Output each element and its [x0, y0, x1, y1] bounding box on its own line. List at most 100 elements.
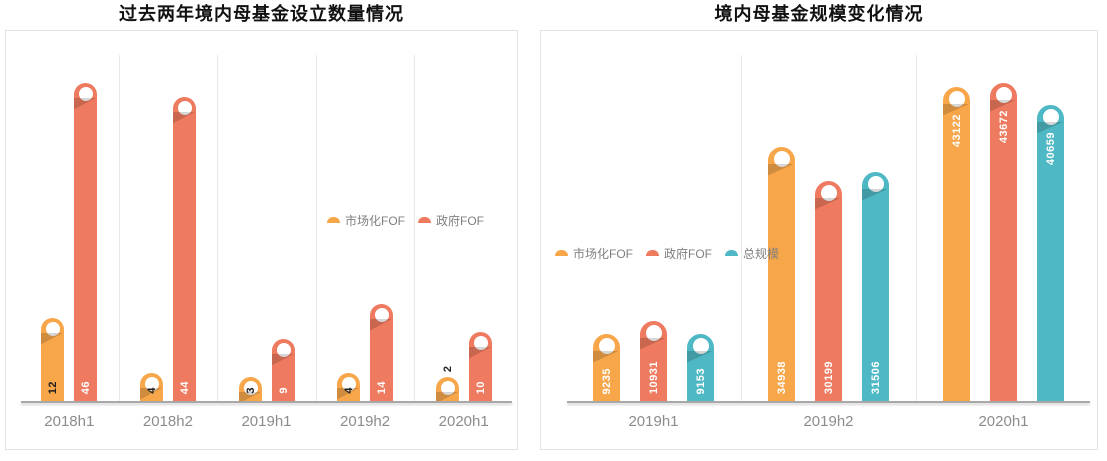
bar: 9 [272, 339, 295, 401]
bar-pin-hole [948, 91, 965, 107]
gridline-separator [316, 55, 317, 401]
bar-pin-shadow [593, 351, 620, 363]
bar: 10931 [640, 321, 667, 401]
gridline-separator [741, 55, 742, 401]
plot-area: 9235 34938 43122 10931 30199 43672 9153 31506 40… [566, 55, 1091, 401]
bar-pin-shadow [687, 351, 714, 363]
bar-value-label: 4 [145, 387, 158, 394]
bar: 10 [469, 332, 492, 401]
gridline-separator [916, 55, 917, 401]
chart-plot-panel: 9235 34938 43122 10931 30199 43672 9153 31506 40… [540, 30, 1098, 450]
x-axis-labels: 2018h1 2018h2 2019h1 2019h2 2020h1 [20, 413, 513, 430]
bar-value-label: 9 [277, 387, 290, 394]
bar-pin-shadow [990, 100, 1017, 112]
x-axis-line [567, 401, 1090, 403]
chart-panel-fund-count: 过去两年境内母基金设立数量情况 12 4 3 4 2 46 44 9 14 10 2018h1 20… [5, 2, 518, 450]
legend-item-label: 政府FOF [664, 247, 712, 261]
plot-area: 12 4 3 4 2 46 44 9 14 10 [20, 55, 513, 401]
x-axis-category-label: 2019h1 [241, 413, 292, 430]
bar-pin-shadow [140, 388, 163, 400]
legend-marker-icon [725, 249, 738, 256]
bar-pin-shadow [337, 388, 360, 400]
bar-value-label: 10931 [647, 360, 660, 394]
bar-pin-hole [645, 325, 662, 341]
bar: 9235 [593, 334, 620, 401]
bar-value-label: 43672 [997, 110, 1010, 144]
x-axis-category-label: 2018h2 [142, 413, 193, 430]
bar-pin-hole [867, 176, 884, 192]
bar-pin-shadow [768, 164, 795, 176]
bar-pin-shadow [640, 338, 667, 350]
bar-pin-shadow [41, 333, 64, 345]
bar-pin-shadow [862, 189, 889, 201]
x-axis-category-label: 2020h1 [438, 413, 489, 430]
bar-value-label: 46 [79, 380, 92, 394]
gridline-separator [217, 55, 218, 401]
bar-value-label: 44 [178, 380, 191, 394]
bar: 31506 [862, 172, 889, 401]
legend-item-label: 政府FOF [436, 214, 484, 228]
bar: 43672 [990, 83, 1017, 401]
bar-value-label: 3 [244, 387, 257, 394]
bar-pin-shadow [436, 392, 459, 401]
bar-pin-shadow [272, 354, 295, 366]
chart-title: 过去两年境内母基金设立数量情况 [119, 4, 404, 24]
bar-value-label: 30199 [822, 360, 835, 394]
legend-marker-icon [327, 216, 340, 223]
gridline-separator [119, 55, 120, 401]
legend-marker-icon [555, 249, 568, 256]
bar-pin-hole [341, 377, 356, 391]
legend-marker-icon [418, 216, 431, 223]
bar: 4 [140, 373, 163, 401]
legend: 市场化FOF 政府FOF 总规模 [555, 245, 792, 262]
bar-value-label: 9235 [600, 367, 613, 394]
x-axis-category-label: 2019h1 [628, 413, 679, 430]
bar: 12 [41, 318, 64, 401]
x-axis-labels: 2019h1 2019h2 2020h1 [566, 413, 1091, 430]
x-axis-category-label: 2019h2 [803, 413, 854, 430]
legend-item: 政府FOF [418, 212, 484, 229]
bar-pin-hole [144, 377, 159, 391]
bar-pin-hole [45, 322, 60, 336]
bar-value-label: 10 [474, 380, 487, 394]
bar: 14 [370, 304, 393, 401]
bar-value-label: 9153 [694, 367, 707, 394]
x-axis-category-label: 2018h1 [44, 413, 95, 430]
bar-value-label: 4 [342, 387, 355, 394]
bar-pin-shadow [815, 198, 842, 210]
bar: 9153 [687, 334, 714, 401]
legend-item-label: 市场化FOF [345, 214, 405, 228]
bar-pin-hole [276, 343, 291, 357]
bar-pin-shadow [370, 319, 393, 331]
bar-value-label: 43122 [950, 114, 963, 148]
bar-value-label: 14 [375, 380, 388, 394]
bar-pin-shadow [469, 347, 492, 359]
x-axis-category-label: 2019h2 [340, 413, 391, 430]
bar-pin-hole [374, 308, 389, 322]
bar-value-label: 34938 [775, 360, 788, 394]
gridline-separator [414, 55, 415, 401]
bar-pin-hole [692, 338, 709, 354]
legend-item-label: 市场化FOF [573, 247, 633, 261]
legend-item: 总规模 [725, 245, 779, 262]
bar-pin-hole [440, 381, 455, 395]
bar-pin-shadow [173, 112, 196, 124]
x-axis-category-label: 2020h1 [978, 413, 1029, 430]
bar-pin-hole [78, 87, 93, 101]
legend-marker-icon [646, 249, 659, 256]
bar-pin-hole [773, 151, 790, 167]
bar-pin-shadow [943, 104, 970, 116]
bar: 4 [337, 373, 360, 401]
bar: 46 [74, 83, 97, 401]
bar: 44 [173, 97, 196, 401]
bar-value-label: 40659 [1044, 132, 1057, 166]
bar-pin-shadow [239, 392, 262, 401]
bar-value-label: 2 [441, 365, 454, 372]
bar: 30199 [815, 181, 842, 401]
bar-value-label: 12 [46, 380, 59, 394]
legend-item-label: 总规模 [743, 247, 780, 261]
bar-pin-shadow [74, 98, 97, 110]
bar-pin-hole [995, 87, 1012, 103]
legend: 市场化FOF 政府FOF [327, 212, 497, 229]
